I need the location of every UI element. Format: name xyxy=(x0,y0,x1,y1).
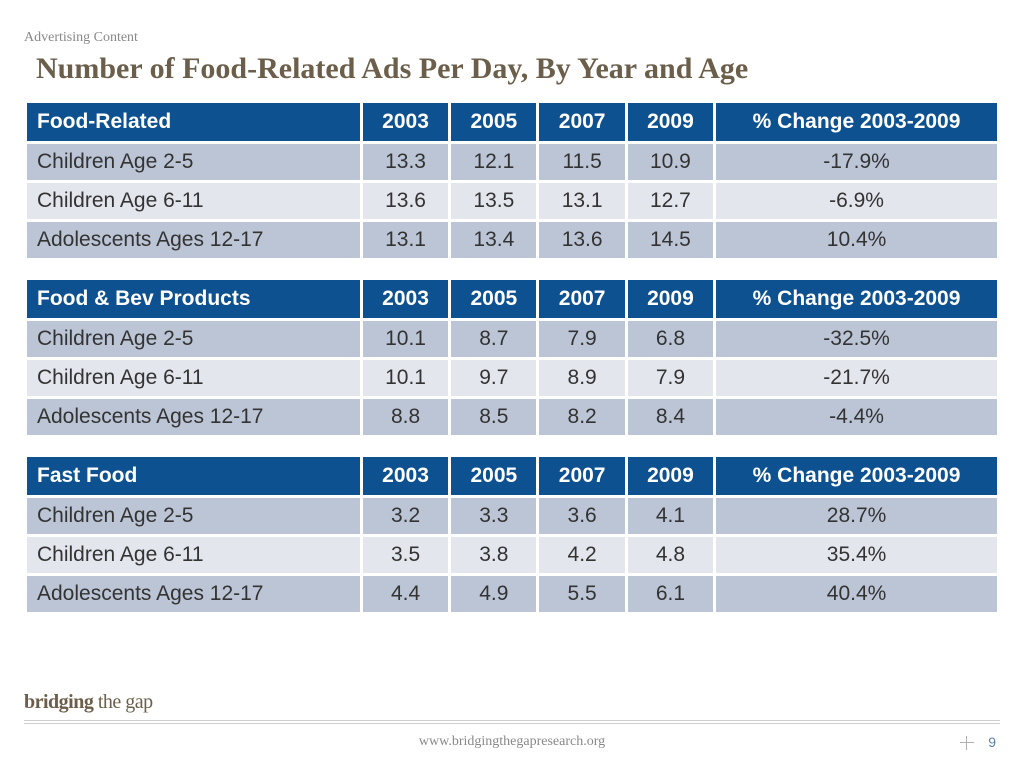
row-label: Children Age 6-11 xyxy=(27,360,360,396)
row-label: Children Age 2-5 xyxy=(27,498,360,534)
row-label: Children Age 2-5 xyxy=(27,144,360,180)
table-row: Children Age 2-53.23.33.64.128.7% xyxy=(27,498,997,534)
row-value: 13.1 xyxy=(539,183,624,219)
row-change: -17.9% xyxy=(716,144,997,180)
row-change: 10.4% xyxy=(716,222,997,258)
row-value: 11.5 xyxy=(539,144,624,180)
table-header-change: % Change 2003-2009 xyxy=(716,280,997,318)
table-header-year: 2007 xyxy=(539,103,624,141)
table-header-year: 2005 xyxy=(451,457,536,495)
row-value: 8.8 xyxy=(363,399,448,435)
row-value: 5.5 xyxy=(539,576,624,612)
row-change: -4.4% xyxy=(716,399,997,435)
row-value: 3.5 xyxy=(363,537,448,573)
row-value: 3.2 xyxy=(363,498,448,534)
row-value: 4.2 xyxy=(539,537,624,573)
row-value: 4.9 xyxy=(451,576,536,612)
table-header-change: % Change 2003-2009 xyxy=(716,103,997,141)
row-value: 7.9 xyxy=(539,321,624,357)
row-change: -21.7% xyxy=(716,360,997,396)
row-value: 13.6 xyxy=(363,183,448,219)
section-label: Advertising Content xyxy=(24,30,1000,46)
table-row: Children Age 2-510.18.77.96.8-32.5% xyxy=(27,321,997,357)
row-label: Adolescents Ages 12-17 xyxy=(27,576,360,612)
table-header-year: 2009 xyxy=(628,457,713,495)
row-label: Children Age 6-11 xyxy=(27,537,360,573)
brand-bold: bridging xyxy=(24,691,93,713)
page-mark-icon xyxy=(960,736,974,750)
footer-rule xyxy=(24,720,1000,724)
row-label: Adolescents Ages 12-17 xyxy=(27,222,360,258)
row-value: 4.1 xyxy=(628,498,713,534)
row-value: 6.8 xyxy=(628,321,713,357)
table-row: Adolescents Ages 12-174.44.95.56.140.4% xyxy=(27,576,997,612)
row-value: 4.4 xyxy=(363,576,448,612)
row-value: 8.4 xyxy=(628,399,713,435)
row-value: 8.9 xyxy=(539,360,624,396)
row-value: 8.7 xyxy=(451,321,536,357)
table-row: Adolescents Ages 12-1713.113.413.614.510… xyxy=(27,222,997,258)
table-header-label: Fast Food xyxy=(27,457,360,495)
table-header-year: 2007 xyxy=(539,457,624,495)
footer-brand: bridging the gap xyxy=(24,691,153,714)
table-header-year: 2005 xyxy=(451,103,536,141)
row-value: 12.1 xyxy=(451,144,536,180)
row-value: 3.3 xyxy=(451,498,536,534)
table-header-year: 2005 xyxy=(451,280,536,318)
row-value: 10.1 xyxy=(363,321,448,357)
row-value: 13.1 xyxy=(363,222,448,258)
row-value: 14.5 xyxy=(628,222,713,258)
data-table: Fast Food2003200520072009% Change 2003-2… xyxy=(24,454,1000,615)
table-header-year: 2003 xyxy=(363,103,448,141)
table-header-year: 2009 xyxy=(628,103,713,141)
page-number: 9 xyxy=(988,734,996,750)
row-change: -32.5% xyxy=(716,321,997,357)
row-value: 3.8 xyxy=(451,537,536,573)
tables-container: Food-Related2003200520072009% Change 200… xyxy=(24,100,1000,615)
row-value: 6.1 xyxy=(628,576,713,612)
footer-url: www.bridgingthegapresearch.org xyxy=(0,734,1024,750)
table-row: Children Age 6-113.53.84.24.835.4% xyxy=(27,537,997,573)
table-row: Children Age 6-1110.19.78.97.9-21.7% xyxy=(27,360,997,396)
table-header-year: 2009 xyxy=(628,280,713,318)
table-header-year: 2007 xyxy=(539,280,624,318)
brand-light: the gap xyxy=(93,691,152,713)
table-row: Children Age 2-513.312.111.510.9-17.9% xyxy=(27,144,997,180)
row-label: Adolescents Ages 12-17 xyxy=(27,399,360,435)
row-value: 9.7 xyxy=(451,360,536,396)
row-value: 8.2 xyxy=(539,399,624,435)
row-value: 13.4 xyxy=(451,222,536,258)
table-row: Children Age 6-1113.613.513.112.7-6.9% xyxy=(27,183,997,219)
row-value: 13.6 xyxy=(539,222,624,258)
row-value: 4.8 xyxy=(628,537,713,573)
row-change: 28.7% xyxy=(716,498,997,534)
row-label: Children Age 2-5 xyxy=(27,321,360,357)
row-value: 7.9 xyxy=(628,360,713,396)
row-label: Children Age 6-11 xyxy=(27,183,360,219)
table-header-label: Food & Bev Products xyxy=(27,280,360,318)
row-value: 8.5 xyxy=(451,399,536,435)
row-value: 13.3 xyxy=(363,144,448,180)
data-table: Food-Related2003200520072009% Change 200… xyxy=(24,100,1000,261)
row-value: 10.9 xyxy=(628,144,713,180)
table-header-year: 2003 xyxy=(363,280,448,318)
table-header-change: % Change 2003-2009 xyxy=(716,457,997,495)
row-change: 35.4% xyxy=(716,537,997,573)
page-title: Number of Food-Related Ads Per Day, By Y… xyxy=(24,52,1000,86)
row-value: 10.1 xyxy=(363,360,448,396)
row-value: 12.7 xyxy=(628,183,713,219)
row-value: 13.5 xyxy=(451,183,536,219)
row-change: 40.4% xyxy=(716,576,997,612)
data-table: Food & Bev Products2003200520072009% Cha… xyxy=(24,277,1000,438)
row-value: 3.6 xyxy=(539,498,624,534)
table-header-year: 2003 xyxy=(363,457,448,495)
row-change: -6.9% xyxy=(716,183,997,219)
table-header-label: Food-Related xyxy=(27,103,360,141)
table-row: Adolescents Ages 12-178.88.58.28.4-4.4% xyxy=(27,399,997,435)
